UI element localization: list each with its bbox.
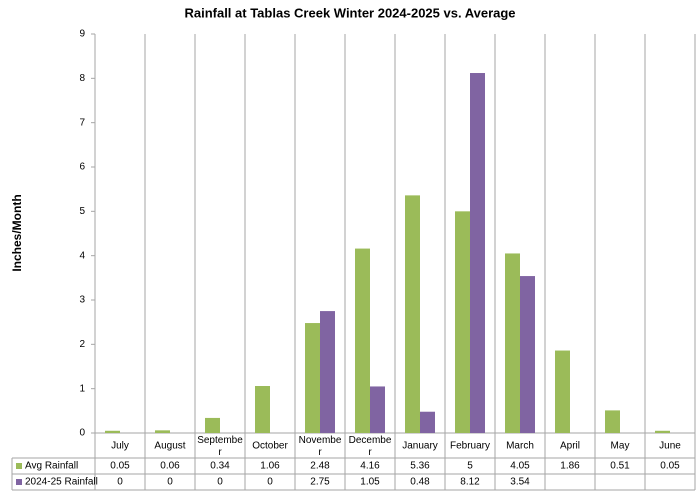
x-tick-label: October	[252, 441, 288, 452]
table-value: 0.48	[410, 477, 430, 488]
bar	[405, 195, 420, 433]
table-value: 0	[267, 477, 273, 488]
y-tick-label: 3	[79, 295, 85, 306]
x-tick-label: March	[506, 441, 534, 452]
bar	[455, 211, 470, 433]
table-value: 0	[217, 477, 223, 488]
bar	[355, 248, 370, 433]
table-value: 5	[467, 461, 473, 472]
bar	[205, 417, 220, 433]
y-tick-label: 4	[79, 250, 85, 261]
y-tick-label: 9	[79, 29, 85, 40]
x-tick-label: April	[560, 441, 580, 452]
y-axis-label: Inches/Month	[10, 194, 24, 271]
x-tick-label: February	[450, 441, 490, 452]
bar	[420, 411, 435, 433]
x-tick-label: July	[111, 441, 129, 452]
bar	[320, 311, 335, 433]
legend-label: 2024-25 Rainfall	[25, 477, 98, 488]
y-tick-label: 6	[79, 162, 85, 173]
y-tick-label: 7	[79, 117, 85, 128]
y-tick-label: 8	[79, 73, 85, 84]
bar	[155, 430, 170, 433]
legend-label: Avg Rainfall	[25, 461, 78, 472]
table-value: 1.86	[560, 461, 580, 472]
table-value: 4.16	[360, 461, 380, 472]
y-tick-label: 2	[79, 339, 85, 350]
bar	[555, 350, 570, 433]
table-value: 0.05	[110, 461, 130, 472]
y-tick-label: 0	[79, 428, 85, 439]
x-tick-label: Septembe r	[197, 435, 243, 458]
bar	[255, 386, 270, 433]
table-value: 0.05	[660, 461, 680, 472]
x-tick-label: January	[402, 441, 438, 452]
bar	[655, 430, 670, 433]
y-tick-label: 5	[79, 206, 85, 217]
table-value: 0	[167, 477, 173, 488]
table-value: 2.48	[310, 461, 330, 472]
x-tick-label: May	[611, 441, 630, 452]
legend-swatch	[16, 463, 22, 469]
x-tick-label: August	[154, 441, 185, 452]
legend-swatch	[16, 479, 22, 485]
table-value: 5.36	[410, 461, 430, 472]
chart-title: Rainfall at Tablas Creek Winter 2024-202…	[184, 5, 515, 20]
table-value: 0.51	[610, 461, 630, 472]
bar	[370, 386, 385, 433]
y-tick-label: 1	[79, 383, 85, 394]
bar	[605, 410, 620, 433]
bar	[520, 276, 535, 433]
table-value: 0.34	[210, 461, 230, 472]
table-value: 2.75	[310, 477, 330, 488]
x-tick-label: June	[659, 441, 681, 452]
table-value: 8.12	[460, 477, 480, 488]
x-tick-label: Decembe r	[349, 435, 392, 458]
table-value: 0	[117, 477, 123, 488]
table-value: 3.54	[510, 477, 530, 488]
bar	[470, 73, 485, 433]
bar	[305, 323, 320, 433]
table-value: 1.05	[360, 477, 380, 488]
table-value: 1.06	[260, 461, 280, 472]
x-tick-label: Novembe r	[299, 435, 342, 458]
bar	[105, 430, 120, 433]
table-value: 0.06	[160, 461, 180, 472]
table-value: 4.05	[510, 461, 530, 472]
bar	[505, 253, 520, 433]
